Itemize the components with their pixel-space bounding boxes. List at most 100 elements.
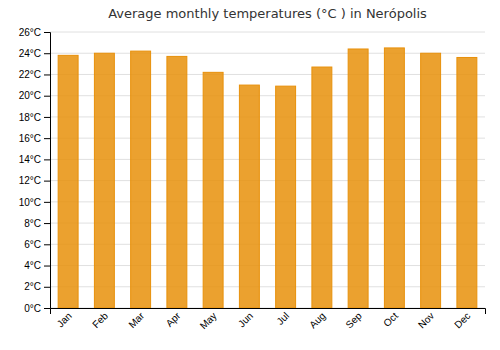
x-tick: Feb: [90, 310, 110, 330]
y-tick: 12°C: [19, 175, 50, 186]
grid-line: [50, 116, 485, 117]
x-tick: Jun: [236, 310, 255, 329]
bar: [421, 53, 441, 308]
x-axis-line: [51, 309, 486, 315]
x-tick-label: Apr: [164, 310, 183, 329]
y-tick-mark: [44, 53, 50, 54]
y-tick-mark: [44, 138, 50, 139]
y-tick-mark: [44, 308, 50, 309]
y-tick-label: 10°C: [19, 197, 41, 208]
y-tick: 2°C: [24, 281, 50, 292]
bar: [131, 51, 151, 308]
y-tick: 6°C: [24, 239, 50, 250]
x-tick-label: Jun: [236, 310, 255, 329]
y-tick: 16°C: [19, 133, 50, 144]
bar: [384, 48, 404, 308]
y-tick-mark: [44, 117, 50, 118]
bar: [94, 53, 114, 308]
y-tick-label: 14°C: [19, 154, 41, 165]
bar: [457, 57, 477, 308]
y-tick: 26°C: [19, 27, 50, 38]
title: Average monthly temperatures (°C ) in Ne…: [108, 6, 427, 21]
y-tick-mark: [44, 223, 50, 224]
chart: 0°C 2°C 4°C 6°C 8°C 10°C 12°C 14°C 16°C 18°C 20°C 2…: [0, 0, 500, 350]
x-tick-label: Jul: [274, 310, 291, 327]
grid-line: [50, 223, 485, 224]
y-tick: 0°C: [24, 303, 50, 314]
y-tick-mark: [44, 287, 50, 288]
grid-line: [50, 180, 485, 181]
grid-line: [50, 201, 485, 202]
grid-line: [50, 286, 485, 287]
bar: [276, 86, 296, 308]
x-tick-label: Dec: [452, 310, 472, 330]
bar: [312, 67, 332, 308]
x-tick: Nov: [416, 310, 436, 330]
x-tick-label: Feb: [90, 310, 110, 330]
grid-line: [50, 74, 485, 75]
y-tick-label: 26°C: [19, 27, 41, 38]
x-tick: Jan: [55, 310, 74, 329]
y-axis-line: [44, 33, 51, 309]
y-tick-label: 16°C: [19, 133, 41, 144]
x-tick-label: Mar: [126, 310, 146, 330]
x-tick: Oct: [381, 310, 400, 329]
grid-line: [50, 265, 485, 266]
grid: [50, 32, 485, 308]
x-tick: Mar: [126, 310, 146, 330]
x-tick-label: Sep: [343, 310, 364, 331]
y-tick: 10°C: [19, 197, 50, 208]
grid-line: [50, 159, 485, 160]
y-tick: 18°C: [19, 112, 50, 123]
y-tick-label: 4°C: [24, 260, 41, 271]
y-tick-mark: [44, 181, 50, 182]
y-tick-label: 8°C: [24, 218, 41, 229]
bar: [58, 55, 78, 308]
y-tick-label: 18°C: [19, 112, 41, 123]
y-tick-mark: [44, 202, 50, 203]
x-tick-label: May: [198, 310, 219, 331]
y-tick-label: 22°C: [19, 69, 41, 80]
plot: 0°C 2°C 4°C 6°C 8°C 10°C 12°C 14°C 16°C 18°C 20°C 2…: [19, 27, 486, 332]
y-tick-label: 6°C: [24, 239, 41, 250]
y-tick-label: 2°C: [24, 281, 41, 292]
y-tick: 4°C: [24, 260, 50, 271]
y-tick-mark: [44, 266, 50, 267]
y-tick-label: 24°C: [19, 48, 41, 59]
y-axis: 0°C 2°C 4°C 6°C 8°C 10°C 12°C 14°C 16°C 18°C 20°C 2…: [19, 27, 51, 314]
y-tick: 24°C: [19, 48, 50, 59]
grid-line: [50, 32, 485, 33]
y-tick: 20°C: [19, 90, 50, 101]
y-tick-mark: [44, 32, 50, 33]
y-tick: 14°C: [19, 154, 50, 165]
bars: [58, 48, 477, 308]
y-tick: 22°C: [19, 69, 50, 80]
y-tick-label: 0°C: [24, 303, 41, 314]
grid-line: [50, 138, 485, 139]
y-tick-mark: [44, 244, 50, 245]
grid-line: [50, 244, 485, 245]
bar: [167, 56, 187, 308]
x-tick-label: Jan: [55, 310, 74, 329]
x-tick-label: Aug: [307, 310, 327, 330]
bar: [239, 85, 259, 308]
x-tick-label: Oct: [381, 310, 400, 329]
grid-line: [50, 53, 485, 54]
y-tick: 8°C: [24, 218, 50, 229]
bar: [348, 49, 368, 308]
x-tick: May: [198, 310, 219, 331]
x-tick: Apr: [164, 310, 183, 329]
x-tick: Dec: [452, 310, 472, 330]
x-tick: Aug: [307, 310, 327, 330]
y-tick-label: 20°C: [19, 90, 41, 101]
x-axis: Jan Feb Mar Apr May Jun Jul Aug Sep Oct Nov Dec: [51, 309, 486, 332]
grid-line: [50, 95, 485, 96]
bar: [203, 72, 223, 308]
y-tick-mark: [44, 96, 50, 97]
y-tick-mark: [44, 159, 50, 160]
y-tick-label: 12°C: [19, 175, 41, 186]
y-tick-mark: [44, 74, 50, 75]
x-tick: Sep: [343, 310, 364, 331]
x-tick-label: Nov: [416, 310, 436, 330]
x-tick: Jul: [274, 310, 291, 327]
